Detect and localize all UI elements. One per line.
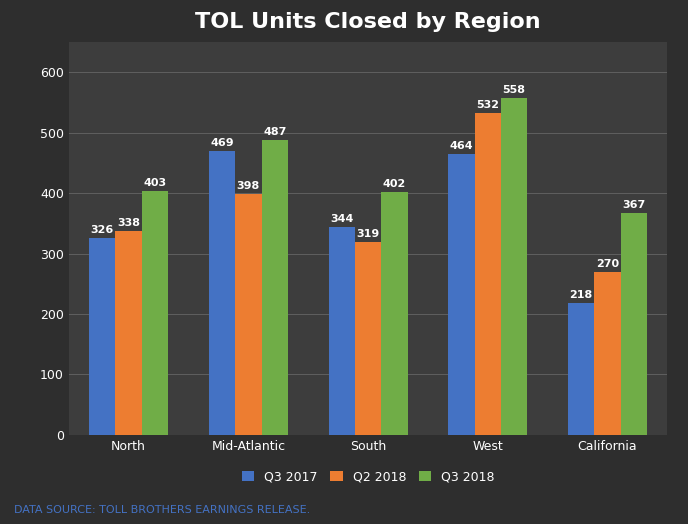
- Text: 532: 532: [476, 100, 499, 110]
- Text: 487: 487: [263, 127, 286, 137]
- Legend: Q3 2017, Q2 2018, Q3 2018: Q3 2017, Q2 2018, Q3 2018: [235, 464, 501, 489]
- Text: 218: 218: [570, 290, 593, 300]
- Text: 469: 469: [211, 138, 234, 148]
- Bar: [235, 194, 261, 435]
- Bar: [501, 97, 527, 435]
- Text: DATA SOURCE: TOLL BROTHERS EARNINGS RELEASE.: DATA SOURCE: TOLL BROTHERS EARNINGS RELE…: [14, 505, 310, 515]
- Bar: [449, 155, 475, 435]
- Bar: [355, 242, 381, 435]
- Title: TOL Units Closed by Region: TOL Units Closed by Region: [195, 12, 541, 32]
- Bar: [381, 192, 407, 435]
- Bar: [209, 151, 235, 435]
- Bar: [142, 191, 168, 435]
- Text: 326: 326: [91, 225, 114, 235]
- Bar: [89, 238, 116, 435]
- Text: 398: 398: [237, 181, 260, 191]
- Text: 558: 558: [503, 84, 526, 94]
- Bar: [568, 303, 594, 435]
- Text: 367: 367: [622, 200, 645, 210]
- Text: 338: 338: [117, 217, 140, 227]
- Text: 402: 402: [383, 179, 406, 189]
- Text: 464: 464: [450, 141, 473, 151]
- Text: 270: 270: [596, 259, 619, 269]
- Bar: [261, 140, 288, 435]
- Bar: [116, 231, 142, 435]
- Bar: [594, 271, 621, 435]
- Bar: [329, 227, 355, 435]
- Bar: [475, 113, 501, 435]
- Text: 403: 403: [143, 178, 166, 188]
- Bar: [621, 213, 647, 435]
- Text: 344: 344: [330, 214, 354, 224]
- Text: 319: 319: [356, 229, 380, 239]
